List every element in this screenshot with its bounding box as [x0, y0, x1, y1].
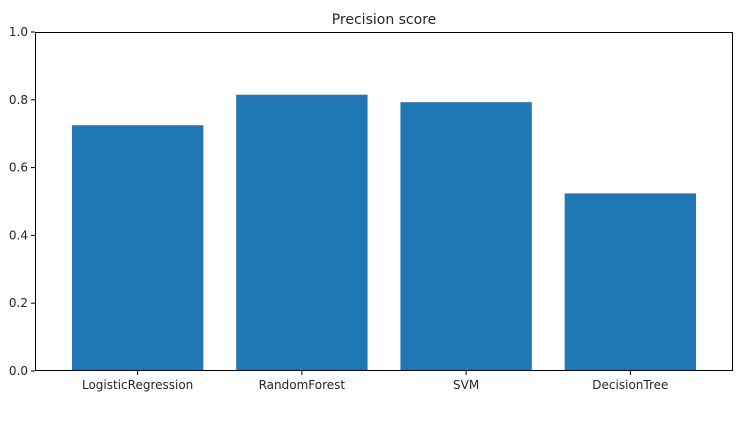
bar-randomforest: [236, 94, 368, 371]
y-tick-label: 1.0: [9, 25, 28, 39]
y-tick-label: 0.6: [9, 161, 28, 175]
y-axis: 0.0 0.2 0.4 0.6 0.8 1.0: [9, 25, 35, 378]
bar-logisticregression: [71, 125, 204, 371]
x-axis: LogisticRegression RandomForest SVM Decisio…: [82, 371, 668, 392]
x-tick-label: LogisticRegression: [82, 378, 193, 392]
bars-group: [71, 94, 697, 371]
y-tick-label: 0.2: [9, 296, 28, 310]
plot-frame: [35, 32, 733, 371]
x-tick-label: DecisionTree: [592, 378, 668, 392]
bar-decisiontree: [564, 193, 697, 371]
y-tick-label: 0.8: [9, 93, 28, 107]
bar-svm: [400, 102, 532, 371]
y-tick-label: 0.0: [9, 364, 28, 378]
chart-title: Precision score: [332, 12, 437, 28]
x-tick-label: SVM: [453, 378, 479, 392]
x-tick-label: RandomForest: [259, 378, 346, 392]
y-tick-label: 0.4: [9, 228, 28, 242]
